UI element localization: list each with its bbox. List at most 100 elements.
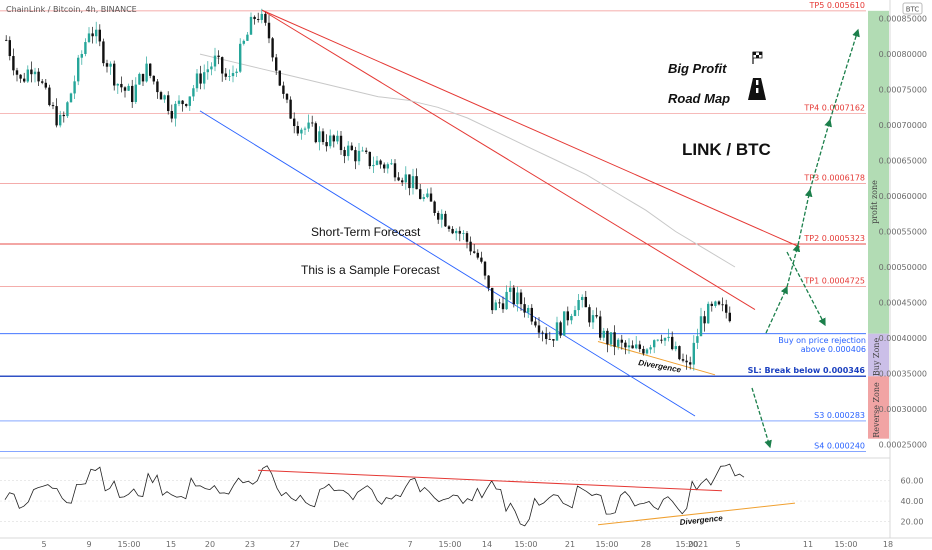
candle-body: [170, 111, 173, 119]
sma-line: [199, 53, 736, 268]
candle-body: [642, 348, 645, 354]
candle-body: [210, 66, 213, 70]
zone-bars: [868, 10, 889, 439]
buy-rejection-text: Buy on price rejection: [778, 336, 866, 345]
y-tick-label: 0.00035000: [879, 369, 927, 378]
candle-body: [519, 292, 523, 305]
candle-body: [696, 336, 699, 343]
candle-body: [667, 336, 670, 338]
x-tick-label: 11: [803, 540, 813, 549]
candle-body: [278, 70, 281, 86]
candle-body: [631, 345, 634, 349]
candle-body: [203, 72, 206, 84]
candle-body: [649, 347, 652, 350]
candle-body: [156, 81, 159, 93]
candle-body: [487, 275, 490, 288]
sample-forecast-text: This is a Sample Forecast: [301, 263, 440, 277]
candle-body: [613, 332, 616, 347]
candle-body: [167, 95, 170, 112]
candle-body: [476, 252, 479, 258]
candle-body: [329, 135, 332, 147]
x-tick-label: 27: [290, 540, 300, 549]
trendlines: [199, 9, 801, 417]
candle-body: [491, 287, 494, 311]
candle-body: [685, 360, 688, 363]
road-map-text: Road Map: [668, 91, 730, 106]
candle-body: [98, 29, 101, 42]
candle-body: [242, 40, 245, 44]
y-tick-label: 0.00065000: [879, 157, 927, 166]
candle-body: [73, 81, 76, 94]
forecast-arrow: [751, 387, 772, 449]
candle-body: [275, 57, 278, 71]
candle-body: [59, 114, 62, 126]
y-tick-label: 0.00040000: [879, 334, 927, 343]
y-tick-label: 0.00050000: [879, 263, 927, 272]
candle-body: [321, 131, 325, 143]
candle-body: [339, 135, 343, 151]
candle-body: [635, 344, 638, 349]
x-tick-label: 7: [407, 540, 412, 549]
big-profit-text: Big Profit: [668, 61, 727, 76]
candle-body: [8, 40, 11, 57]
candle-body: [458, 230, 461, 234]
candle-body: [109, 63, 112, 67]
candle-body: [199, 73, 202, 84]
reverse-zone-label: Reverse Zone: [872, 382, 881, 438]
forecast-arrow: [829, 28, 860, 121]
x-tick-label: 23: [245, 540, 255, 549]
profit-zone-label: profit zone: [870, 180, 879, 224]
resistance-trendline: [261, 9, 756, 310]
candle-body: [77, 57, 80, 82]
forecast-arrow: [786, 243, 801, 288]
rsi-tick-label: 60.00: [901, 477, 924, 486]
candle-body: [426, 193, 429, 198]
y-tick-label: 0.00025000: [879, 440, 927, 449]
buy-zone-bar: [868, 333, 889, 377]
x-tick-label: 2021: [688, 540, 708, 549]
candle-body: [566, 311, 569, 321]
candle-body: [498, 302, 501, 304]
checkered-flag-icon: [752, 51, 763, 64]
level-label: TP1 0.0004725: [803, 276, 865, 285]
candle-body: [599, 316, 602, 338]
y-tick-label: 0.00055000: [879, 228, 927, 237]
candle-body: [710, 303, 713, 306]
candle-body: [663, 337, 667, 341]
candle-body: [512, 287, 515, 305]
profit-zone-bar: [868, 10, 889, 334]
candle-body: [350, 145, 353, 151]
candle-body: [177, 100, 181, 104]
x-tick-label: 15:00: [438, 540, 461, 549]
candle-body: [473, 251, 476, 253]
candle-body: [260, 13, 263, 20]
candle-body: [282, 85, 285, 94]
candle-body: [674, 346, 677, 350]
candle-body: [591, 315, 595, 323]
candle-body: [660, 339, 663, 341]
candle-body: [336, 135, 339, 142]
candle-body: [462, 233, 465, 234]
candle-body: [102, 41, 105, 64]
x-tick-label: 9: [86, 540, 91, 549]
candle-body: [609, 332, 613, 345]
currency-badge-box[interactable]: [902, 2, 923, 15]
candle-body: [390, 163, 393, 165]
candle-body: [253, 16, 256, 20]
candle-body: [91, 33, 94, 37]
moving-average: [199, 53, 736, 268]
candle-body: [581, 296, 584, 301]
candle-body: [318, 131, 321, 143]
y-axis-ticks: 0.00085000 0.00080000 0.00075000 0.00070000…: [879, 15, 927, 450]
x-tick-label: 28: [641, 540, 651, 549]
candle-body: [5, 39, 8, 41]
candle-body: [419, 189, 422, 199]
level-label: TP3 0.0006178: [803, 173, 865, 182]
candle-body: [347, 145, 350, 157]
candle-body: [41, 81, 44, 83]
candle-body: [181, 100, 184, 105]
candle-body: [703, 316, 706, 324]
candle-body: [357, 150, 361, 162]
candle-body: [689, 362, 692, 365]
candle-body: [408, 174, 411, 189]
